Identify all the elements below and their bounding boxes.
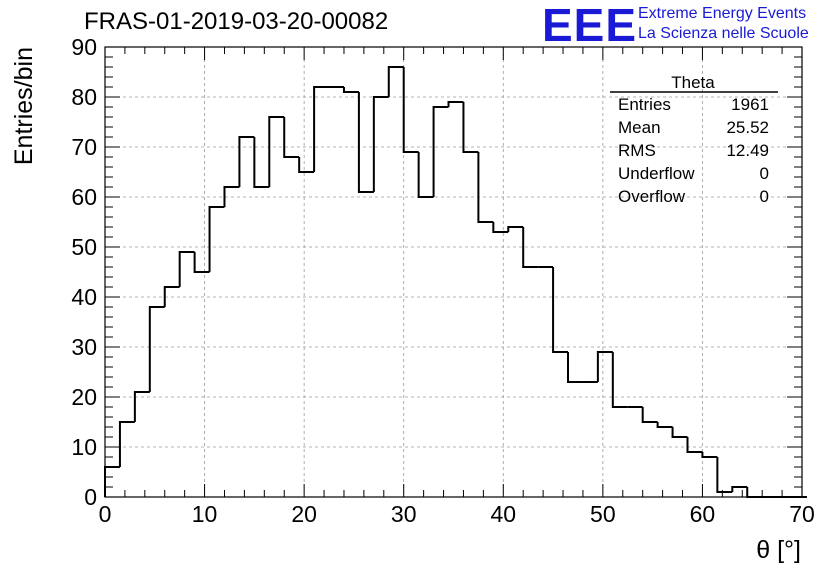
histogram-bin [238,136,255,187]
y-tick-label: 50 [71,234,97,260]
stats-row-label: Underflow [618,164,695,183]
x-tick-label: 60 [690,501,716,527]
histogram [104,66,807,498]
histogram-bin [372,96,389,192]
stats-row-label: RMS [618,141,656,160]
x-tick-label: 10 [192,501,218,527]
y-tick-label: 70 [71,134,97,160]
y-tick-label: 20 [71,384,97,410]
histogram-bin [417,152,434,198]
stats-row-value: 25.52 [726,118,769,137]
stats-box: Theta Entries 1961 Mean 25.52 RMS 12.49 Underf… [610,73,778,206]
eee-logo: EEE [542,0,638,51]
eee-logo-line2: La Scienza nelle Scuole [638,25,809,42]
x-tick-label: 20 [291,501,317,527]
x-tick-label: 50 [590,501,616,527]
run-title: FRAS-01-2019-03-20-00082 [84,8,389,35]
y-tick-label: 90 [71,34,97,60]
stats-row-value: 1961 [731,95,769,114]
stats-row-label: Mean [618,118,661,137]
histogram-bin [402,67,419,153]
histogram-bin [701,452,718,458]
stats-row-label: Overflow [618,187,686,206]
histogram-bin [268,116,285,187]
histogram-bin [567,352,583,383]
histogram-bin [357,92,374,193]
x-tick-label: 0 [99,501,112,527]
histogram-bin [746,487,763,498]
histogram-bin [178,251,195,287]
histogram-bin [641,407,658,423]
y-tick-label: 0 [84,484,97,510]
histogram-bin [298,157,315,173]
histogram-bin [462,102,479,153]
histogram-bin [148,306,165,392]
plot-frame [104,46,803,498]
x-axis-label: θ [°] [756,536,801,564]
histogram-bin [118,421,135,467]
stats-title: Theta [671,73,715,92]
histogram-bin [686,437,703,453]
histogram-bin [432,106,449,197]
stats-row-value: 0 [760,164,769,183]
histogram-bin [492,222,509,233]
histogram-bin [133,391,150,422]
histogram-bin [104,466,120,497]
eee-logo-line1: Extreme Energy Events [638,5,807,22]
grid [105,47,802,497]
y-tick-label: 10 [71,434,97,460]
histogram-bin [313,86,330,172]
y-tick-label: 40 [71,284,97,310]
histogram-bin [671,427,688,438]
histogram-bin [387,66,404,97]
axis-ticks [104,46,803,498]
histogram-bin [611,352,628,408]
histogram-bin [223,186,240,207]
y-axis-label: Entries/bin [10,47,38,165]
stats-row-value: 0 [760,187,769,206]
histogram-bin [342,87,359,93]
y-tick-label: 30 [71,334,97,360]
y-tick-label: 80 [71,84,97,110]
histogram-bin [253,137,270,188]
histogram-bin [656,422,673,428]
histogram-bin [507,226,524,232]
stats-row-value: 12.49 [726,141,769,160]
histogram-bin [596,351,613,382]
x-tick-label: 40 [490,501,516,527]
histogram-bin [716,457,733,493]
histogram-bin [552,267,569,353]
histogram-bin [163,286,180,307]
axis-labels: 0 10 20 30 40 50 60 70 0 10 20 30 40 50 60 70 80 90 θ [°] E… [10,34,815,564]
histogram-bin [731,486,748,492]
histogram-bin [283,117,300,158]
x-tick-label: 70 [789,501,815,527]
histogram-bin [208,206,225,272]
histogram-bin [522,227,539,268]
x-tick-label: 30 [391,501,417,527]
histogram-bin [447,101,464,107]
y-tick-label: 60 [71,184,97,210]
histogram-bin [477,152,494,223]
stats-row-label: Entries [618,95,671,114]
histogram-bin [193,252,210,273]
